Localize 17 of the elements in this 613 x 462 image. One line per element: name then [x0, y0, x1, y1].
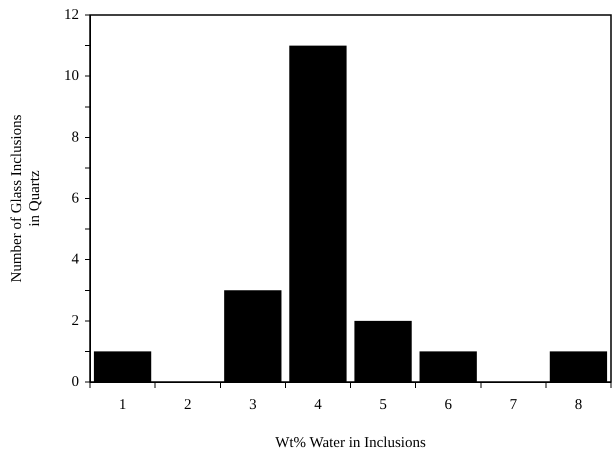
y-tick-label: 2 [72, 312, 79, 329]
y-tick-label: 6 [72, 190, 80, 206]
y-tick-label: 8 [72, 129, 79, 146]
y-tick-label: 4 [72, 252, 80, 268]
y-tick-label: 10 [64, 68, 79, 84]
x-tick-label: 2 [184, 396, 192, 413]
y-tick-label: 0 [72, 374, 79, 390]
x-tick-label: 6 [444, 396, 452, 413]
x-axis-title: Wt% Water in Inclusions [275, 434, 426, 451]
x-tick-label: 3 [249, 396, 257, 413]
x-tick-label: 1 [118, 396, 126, 413]
x-tick-label: 4 [314, 396, 322, 413]
y-axis-title: Number of Glass Inclusions in Quartz [8, 114, 43, 282]
x-tick-label: 8 [574, 396, 582, 413]
x-tick-label: 7 [510, 396, 518, 413]
y-tick-label: 12 [64, 6, 79, 23]
x-tick-label: 5 [379, 396, 387, 413]
